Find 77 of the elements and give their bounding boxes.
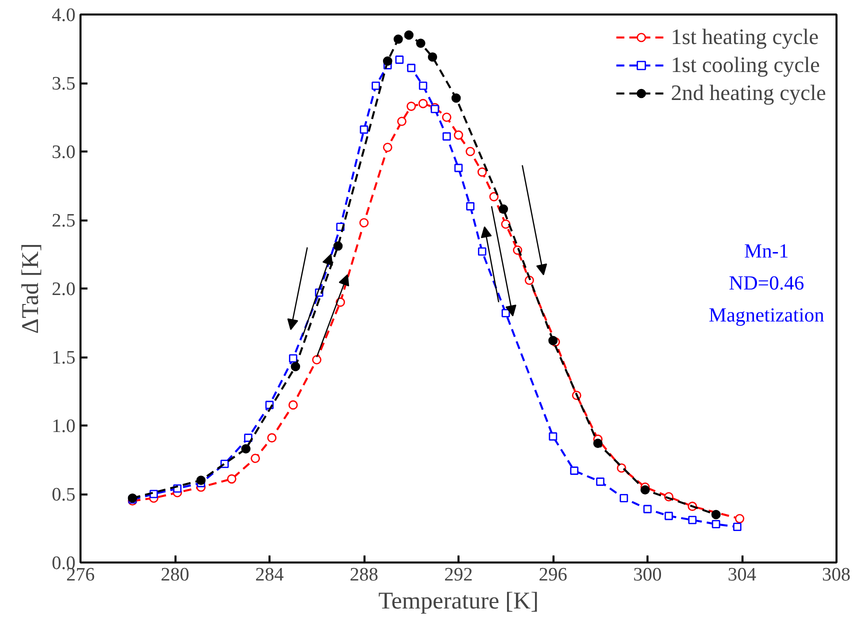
point <box>359 218 369 228</box>
x-tick-label: 280 <box>160 564 190 586</box>
point <box>501 219 510 229</box>
y-tick-label: 0.5 <box>52 484 76 506</box>
x-tick-label: 304 <box>728 564 757 586</box>
y-axis-title: ΔTad [K] <box>18 243 44 334</box>
point <box>640 485 650 495</box>
point <box>451 93 461 103</box>
point <box>489 192 499 202</box>
x-tick-label: 292 <box>444 564 473 586</box>
point <box>404 30 414 40</box>
point <box>428 52 438 62</box>
point <box>395 56 404 64</box>
point <box>288 400 298 410</box>
point <box>477 167 487 177</box>
point <box>596 478 604 486</box>
annotation: Magnetization <box>708 304 824 326</box>
point <box>407 64 416 72</box>
point <box>442 132 451 141</box>
point <box>290 362 300 372</box>
point <box>241 444 251 454</box>
point <box>548 336 558 346</box>
y-tick-label: 2.5 <box>52 210 76 232</box>
point <box>498 204 508 214</box>
point <box>733 522 742 532</box>
point <box>711 510 721 520</box>
point <box>466 146 475 156</box>
x-axis-title: Temperature [K] <box>378 588 539 614</box>
point <box>418 82 428 90</box>
x-tick-label: 308 <box>822 564 850 586</box>
x-tick-label: 296 <box>538 564 568 586</box>
point <box>454 130 464 140</box>
point <box>196 476 206 485</box>
point <box>454 164 463 172</box>
legend-label: 1st cooling cycle <box>670 52 820 78</box>
point <box>548 432 558 441</box>
point <box>288 354 298 363</box>
point <box>418 98 428 108</box>
point <box>664 512 673 520</box>
point <box>394 34 403 44</box>
point <box>372 82 380 90</box>
point <box>502 309 510 318</box>
y-tick-label: 2.0 <box>52 279 76 300</box>
point <box>333 241 343 251</box>
x-tick-label: 288 <box>350 564 378 586</box>
point <box>250 454 260 464</box>
point <box>478 247 486 256</box>
legend-label: 1st heating cycle <box>670 24 819 50</box>
x-tick-label: 300 <box>633 564 662 586</box>
point <box>397 116 406 126</box>
y-tick-label: 3.5 <box>52 74 76 94</box>
point <box>593 438 603 448</box>
point <box>267 433 277 442</box>
point <box>442 112 452 122</box>
annotation: Mn-1 <box>744 240 789 262</box>
y-tick-label: 4.0 <box>52 5 76 26</box>
point <box>416 38 426 48</box>
point <box>244 434 252 442</box>
point <box>382 142 392 152</box>
point <box>570 466 578 475</box>
annotation: ND=0.46 <box>728 272 804 294</box>
point <box>227 474 236 484</box>
point <box>406 102 416 111</box>
y-tick-label: 1.5 <box>52 348 76 368</box>
point <box>466 202 474 210</box>
x-tick-label: 284 <box>255 564 284 586</box>
point <box>620 494 628 502</box>
y-tick-label: 3.0 <box>52 142 76 163</box>
point <box>643 504 652 514</box>
y-tick-label: 1.0 <box>52 416 76 437</box>
point <box>688 516 697 524</box>
point <box>712 520 720 528</box>
legend-label: 2nd heating cycle <box>670 80 826 106</box>
point <box>312 355 322 364</box>
point <box>382 56 392 66</box>
point <box>360 125 368 134</box>
point <box>734 514 744 524</box>
